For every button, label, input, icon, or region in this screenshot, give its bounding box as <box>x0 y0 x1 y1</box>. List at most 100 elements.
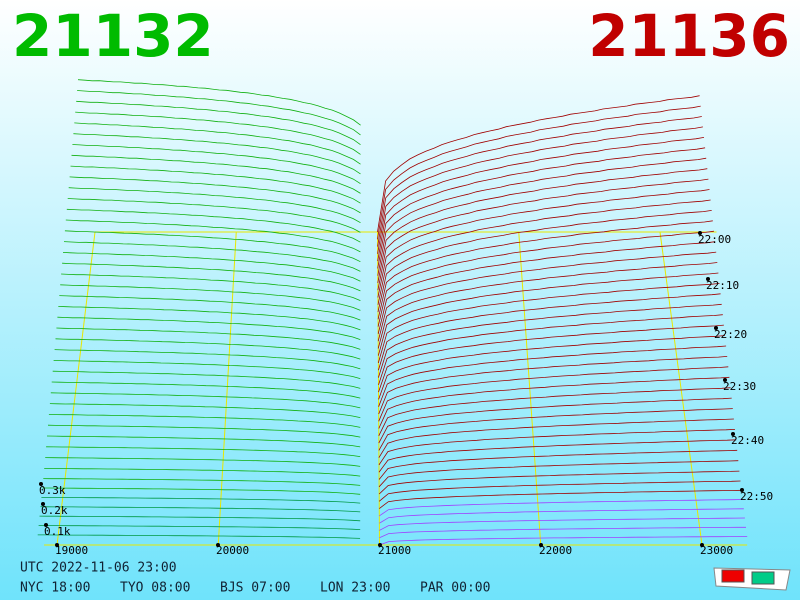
ask-depth-line <box>377 95 700 233</box>
ask-depth-line <box>377 105 701 240</box>
bid-depth-line <box>46 435 361 448</box>
grid-line <box>56 231 96 546</box>
ask-depth-line <box>377 251 717 342</box>
ask-depth-line <box>378 324 724 393</box>
bid-depth-line <box>51 381 361 399</box>
bid-depth-line <box>54 349 361 370</box>
tick-dot <box>55 543 59 547</box>
bid-price: 21132 <box>12 2 214 70</box>
tick-dot <box>39 482 43 486</box>
bid-depth-line <box>75 111 361 155</box>
bid-depth-line <box>56 327 361 350</box>
ask-depth-line <box>377 241 716 334</box>
time-tick-label: 22:50 <box>740 490 773 503</box>
grid-line <box>217 231 237 546</box>
ask-depth-line <box>378 429 736 466</box>
ask-depth-line <box>377 116 702 247</box>
ask-depth-line <box>378 366 729 422</box>
bid-depth-line <box>74 122 361 165</box>
time-tick-label: 22:00 <box>698 233 731 246</box>
bid-depth-line <box>77 79 361 126</box>
bid-depth-line <box>59 295 361 321</box>
grid-line <box>659 231 703 546</box>
bid-depth-line <box>61 273 361 301</box>
bid-depth-line <box>62 262 361 292</box>
ask-depth-line <box>377 168 708 284</box>
ask-depth-line <box>378 293 721 371</box>
utc-clock: UTC 2022-11-06 23:00 <box>20 561 177 576</box>
bid-depth-line <box>63 241 361 272</box>
ask-depth-line <box>378 397 732 444</box>
bid-depth-line <box>67 198 361 233</box>
depth-tick-label: 0.2k <box>41 504 68 517</box>
bid-depth-line <box>64 230 361 263</box>
bid-depth-line <box>44 468 361 477</box>
ask-depth-line <box>378 387 731 436</box>
bid-depth-line <box>68 187 361 224</box>
city-clock: LON 23:00 <box>320 581 390 596</box>
tick-dot <box>44 523 48 527</box>
bid-depth-line <box>39 515 361 522</box>
price-tick-label: 20000 <box>216 544 249 557</box>
city-clock: NYC 18:00 <box>20 581 90 596</box>
bid-depth-line <box>42 487 361 495</box>
bid-depth-line <box>47 424 361 438</box>
city-clock: BJS 07:00 <box>220 581 290 596</box>
ask-depth-line <box>379 517 745 531</box>
ask-depth-line <box>377 178 709 291</box>
tick-dot <box>714 326 718 330</box>
ask-depth-line <box>379 499 743 517</box>
bid-depth-line <box>37 534 361 539</box>
bid-depth-line <box>43 478 361 486</box>
bid-depth-line <box>76 100 361 146</box>
bid-depth-line <box>49 403 361 418</box>
tick-dot <box>216 543 220 547</box>
ask-depth-line <box>378 439 737 473</box>
time-tick-label: 22:10 <box>706 279 739 292</box>
bid-depth-line <box>57 316 361 340</box>
tick-dot <box>698 231 702 235</box>
ask-depth-line <box>377 157 707 276</box>
tick-dot <box>41 502 45 506</box>
bid-depth-line <box>52 370 361 389</box>
ask-depth-line <box>377 199 711 305</box>
ask-depth-line <box>378 345 727 407</box>
ask-depth-line <box>379 536 748 546</box>
tick-dot <box>731 432 735 436</box>
bid-depth-line <box>58 306 361 331</box>
tick-dot <box>539 543 543 547</box>
time-tick-label: 22:40 <box>731 434 764 447</box>
ask-depth-line <box>377 272 719 356</box>
ask-depth-line <box>378 303 722 378</box>
bid-depth-line <box>46 446 361 457</box>
bid-depth-line <box>40 506 361 513</box>
ask-depth-line <box>377 189 710 298</box>
price-tick-label: 21000 <box>378 544 411 557</box>
bid-depth-line <box>62 252 361 282</box>
ask-depth-line <box>377 126 703 254</box>
ask-price: 21136 <box>588 2 790 70</box>
ask-depth-line <box>378 356 728 415</box>
ask-depth-line <box>378 470 740 495</box>
tick-dot <box>378 543 382 547</box>
bid-depth-line <box>70 165 361 204</box>
labels: 19000 20000 21000 22000 23000 0.3k 0.2k 0.1k 22:… <box>39 231 773 557</box>
depth-tick-label: 0.1k <box>44 525 71 538</box>
surface <box>37 79 748 546</box>
ask-depth-line <box>377 220 713 320</box>
time-tick-label: 22:20 <box>714 328 747 341</box>
bid-depth-line <box>71 154 361 194</box>
ask-depth-line <box>378 376 730 429</box>
ask-depth-line <box>377 262 718 349</box>
bid-depth-line <box>53 360 361 379</box>
bid-depth-line <box>66 208 361 243</box>
tick-dot <box>700 543 704 547</box>
bid-depth-line <box>72 144 361 185</box>
ask-depth-line <box>378 314 723 386</box>
price-tick-label: 19000 <box>55 544 88 557</box>
depth-tick-label: 0.3k <box>39 484 66 497</box>
bid-depth-line <box>45 457 361 467</box>
bid-depth-line <box>41 497 361 504</box>
